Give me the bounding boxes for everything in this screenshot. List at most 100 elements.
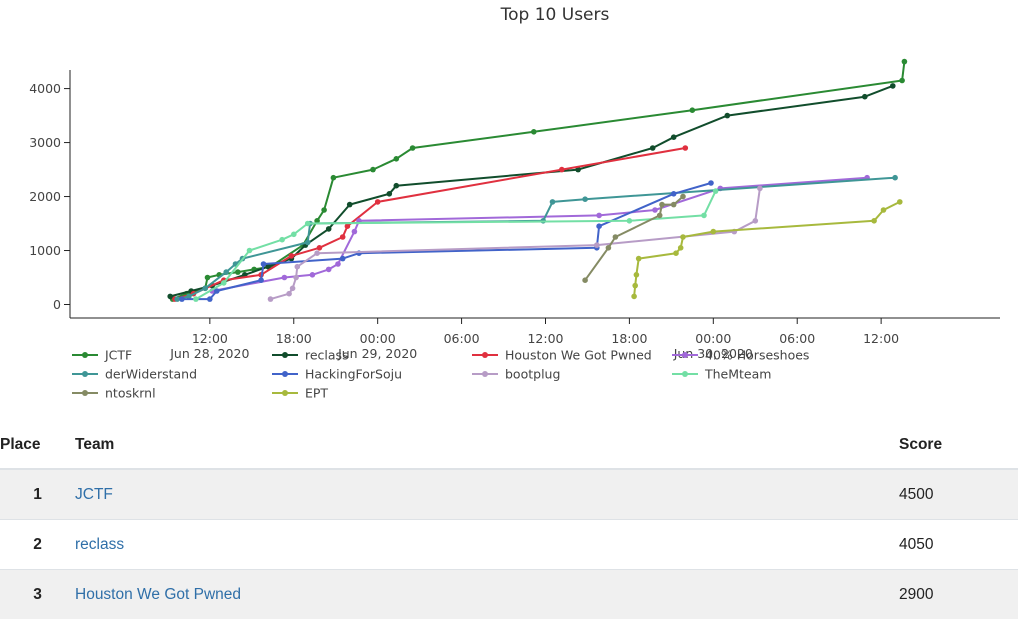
score-column-header: Score (899, 421, 1018, 469)
team-link[interactable]: reclass (75, 536, 124, 553)
series-point (314, 250, 320, 256)
team-link[interactable]: JCTF (75, 486, 113, 503)
series-point (671, 202, 677, 208)
series-point (708, 180, 714, 186)
series-point (235, 269, 241, 275)
series-point (613, 234, 619, 240)
series-point (657, 213, 663, 219)
x-tick-label: 06:00 (444, 331, 480, 346)
series-point (321, 207, 327, 213)
series-point (559, 167, 565, 173)
series-point (202, 286, 208, 292)
chart-title: Top 10 Users (500, 5, 610, 25)
legend-swatch-marker (282, 390, 288, 396)
series-point (326, 226, 332, 232)
series-point (370, 167, 376, 173)
x-tick-label: Jun 29, 2020 (337, 346, 417, 361)
series-point (673, 250, 679, 256)
series-line (175, 148, 685, 299)
legend-swatch-marker (482, 371, 488, 377)
series-point (340, 234, 346, 240)
series-point (352, 229, 358, 235)
series-point (282, 275, 288, 281)
series-point (683, 145, 689, 151)
series-point (659, 202, 665, 208)
team-link[interactable]: Houston We Got Pwned (75, 586, 241, 603)
series-point (650, 145, 656, 151)
x-tick-label: 12:00 (863, 331, 899, 346)
team-cell: reclass (75, 520, 899, 570)
series-point (862, 94, 868, 100)
series-point (207, 296, 213, 302)
series-point (247, 248, 253, 254)
team-column-header: Team (75, 421, 899, 469)
legend-entry-label: bootplug (505, 367, 560, 382)
y-tick-label: 3000 (29, 135, 61, 150)
place-cell: 2 (0, 520, 75, 570)
series-point (295, 264, 301, 270)
series-point (347, 202, 353, 208)
y-tick-label: 4000 (29, 81, 61, 96)
series-point (897, 199, 903, 205)
table-row: 2 reclass 4050 (0, 520, 1018, 570)
legend-entry-label: ntoskrnl (105, 386, 156, 401)
series-point (631, 294, 637, 300)
legend-entry-label: derWiderstand (105, 367, 197, 382)
legend-entry-label: TheMteam (704, 367, 771, 382)
series-point (310, 272, 316, 278)
series-point (627, 218, 633, 224)
series-point (286, 291, 292, 297)
x-tick-label: Jun 28, 2020 (169, 346, 249, 361)
series-point (394, 156, 400, 162)
series-point (317, 245, 323, 251)
series-point (652, 207, 658, 213)
place-cell: 1 (0, 469, 75, 520)
legend-swatch-marker (282, 371, 288, 377)
series-point (305, 240, 311, 246)
legend-entry-label: JCTF (104, 348, 132, 363)
series-point (340, 256, 346, 262)
x-tick-label: 18:00 (611, 331, 647, 346)
series-point (223, 269, 229, 275)
series-point (582, 196, 588, 202)
series-point (582, 277, 588, 283)
series-point (193, 296, 199, 302)
legend-swatch-marker (82, 390, 88, 396)
x-tick-label: 00:00 (360, 331, 396, 346)
legend-entry-label: HackingForSoju (305, 367, 402, 382)
legend-entry-label: Houston We Got Pwned (505, 348, 652, 363)
scoreboard-table: Place Team Score 1 JCTF 4500 2 reclass 4… (0, 421, 1018, 619)
scoreboard-header-row: Place Team Score (0, 421, 1018, 469)
series-point (394, 183, 400, 189)
series-point (690, 107, 696, 113)
series-point (550, 199, 556, 205)
series-point (902, 59, 908, 65)
x-tick-label: 18:00 (276, 331, 312, 346)
series-point (671, 191, 677, 197)
series-point (596, 213, 602, 219)
series-point (331, 175, 337, 181)
series-point (279, 237, 285, 243)
series-point (636, 256, 642, 262)
series-point (290, 286, 296, 292)
series-point (531, 129, 537, 135)
series-point (293, 275, 299, 281)
series-point (892, 175, 898, 181)
series-point (678, 245, 684, 251)
series-point (261, 261, 267, 267)
series-point (335, 261, 341, 267)
series-point (711, 229, 717, 235)
x-tick-label: 12:00 (192, 331, 228, 346)
series-point (387, 191, 393, 197)
series-point (596, 223, 602, 229)
series-point (305, 221, 311, 227)
series-point (326, 267, 332, 273)
series-point (871, 218, 877, 224)
score-cell: 4500 (899, 469, 1018, 520)
legend-swatch-marker (82, 352, 88, 358)
series-point (221, 280, 227, 286)
legend-entry-label: 40% Horseshoes (705, 348, 809, 363)
x-tick-label: 06:00 (779, 331, 815, 346)
series-point (594, 242, 600, 248)
